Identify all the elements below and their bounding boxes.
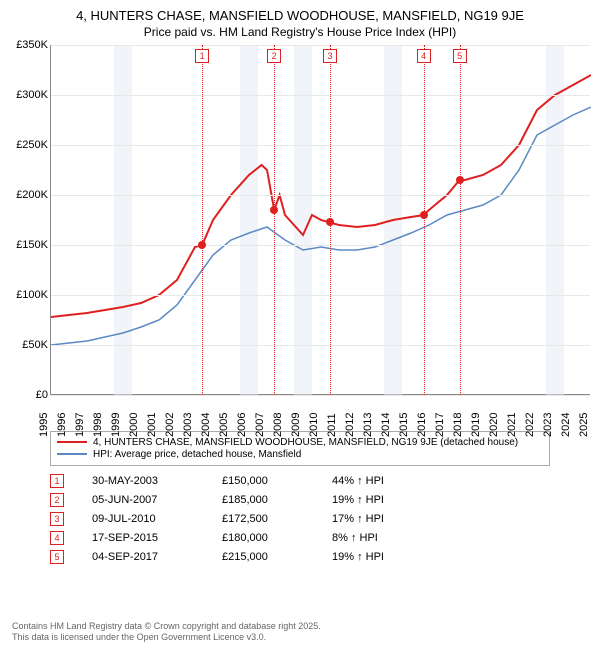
x-tick-label: 1996 [56, 412, 68, 436]
legend-item: 4, HUNTERS CHASE, MANSFIELD WOODHOUSE, M… [57, 437, 543, 448]
series-hpi [51, 107, 591, 345]
sale-row: 5 04-SEP-2017£215,00019% ↑ HPI [50, 550, 590, 564]
x-tick-label: 2015 [398, 412, 410, 436]
x-tick-label: 2005 [218, 412, 230, 436]
y-tick-label: £250K [16, 139, 48, 151]
sale-point-1 [198, 241, 206, 249]
marker-box-1: 1 [195, 49, 209, 63]
x-tick-label: 2006 [236, 412, 248, 436]
sale-date: 05-JUN-2007 [92, 494, 222, 506]
x-tick-label: 1995 [38, 412, 50, 436]
sale-row: 1 30-MAY-2003£150,00044% ↑ HPI [50, 474, 590, 488]
x-tick-label: 2013 [362, 412, 374, 436]
y-tick-label: £300K [16, 89, 48, 101]
sale-row: 4 17-SEP-2015£180,0008% ↑ HPI [50, 531, 590, 545]
x-tick-label: 2001 [146, 412, 158, 436]
sale-price: £185,000 [222, 494, 332, 506]
sale-row: 2 05-JUN-2007£185,00019% ↑ HPI [50, 493, 590, 507]
x-tick-label: 2004 [200, 412, 212, 436]
sale-diff: 17% ↑ HPI [332, 513, 422, 525]
footer-line1: Contains HM Land Registry data © Crown c… [12, 621, 321, 633]
sales-table: 1 30-MAY-2003£150,00044% ↑ HPI 2 05-JUN-200… [50, 474, 590, 564]
sale-date: 09-JUL-2010 [92, 513, 222, 525]
y-tick-label: £100K [16, 289, 48, 301]
y-tick-label: £350K [16, 39, 48, 51]
x-tick-label: 2002 [164, 412, 176, 436]
x-tick-label: 2023 [542, 412, 554, 436]
marker-box-3: 3 [323, 49, 337, 63]
x-tick-label: 2022 [524, 412, 536, 436]
sale-number: 3 [50, 512, 64, 526]
sale-point-3 [326, 218, 334, 226]
chart-area: £0£50K£100K£150K£200K£250K£300K£350K 123… [10, 45, 590, 425]
y-tick-label: £200K [16, 189, 48, 201]
chart-container: 4, HUNTERS CHASE, MANSFIELD WOODHOUSE, M… [0, 0, 600, 650]
x-tick-label: 2000 [128, 412, 140, 436]
sale-point-5 [456, 176, 464, 184]
sale-price: £150,000 [222, 475, 332, 487]
x-tick-label: 2011 [326, 413, 338, 437]
footer-line2: This data is licensed under the Open Gov… [12, 632, 321, 644]
sale-date: 17-SEP-2015 [92, 532, 222, 544]
x-tick-label: 2009 [290, 412, 302, 436]
legend-item: HPI: Average price, detached house, Mans… [57, 449, 543, 460]
sale-row: 3 09-JUL-2010£172,50017% ↑ HPI [50, 512, 590, 526]
sale-price: £180,000 [222, 532, 332, 544]
footer: Contains HM Land Registry data © Crown c… [12, 621, 321, 644]
x-tick-label: 2003 [182, 412, 194, 436]
title-line2: Price paid vs. HM Land Registry's House … [10, 25, 590, 39]
y-axis-labels: £0£50K£100K£150K£200K£250K£300K£350K [10, 45, 50, 395]
sale-point-2 [270, 206, 278, 214]
marker-box-2: 2 [267, 49, 281, 63]
x-tick-label: 2019 [470, 412, 482, 436]
x-tick-label: 2021 [506, 412, 518, 436]
sale-number: 5 [50, 550, 64, 564]
x-tick-label: 2025 [578, 412, 590, 436]
plot-area: 1 2 3 4 5 [50, 45, 590, 395]
marker-box-4: 4 [417, 49, 431, 63]
x-tick-label: 2017 [434, 412, 446, 436]
sale-diff: 19% ↑ HPI [332, 494, 422, 506]
sale-price: £172,500 [222, 513, 332, 525]
sale-point-4 [420, 211, 428, 219]
legend-label: 4, HUNTERS CHASE, MANSFIELD WOODHOUSE, M… [93, 437, 518, 448]
y-tick-label: £0 [36, 389, 48, 401]
x-tick-label: 1999 [110, 412, 122, 436]
sale-number: 4 [50, 531, 64, 545]
x-tick-label: 2018 [452, 412, 464, 436]
sale-date: 30-MAY-2003 [92, 475, 222, 487]
sale-diff: 44% ↑ HPI [332, 475, 422, 487]
title-line1: 4, HUNTERS CHASE, MANSFIELD WOODHOUSE, M… [10, 8, 590, 25]
x-tick-label: 2020 [488, 412, 500, 436]
x-tick-label: 2008 [272, 412, 284, 436]
x-tick-label: 2010 [308, 412, 320, 436]
line-svg [51, 45, 591, 395]
sale-diff: 8% ↑ HPI [332, 532, 422, 544]
series-property [51, 75, 591, 317]
x-tick-label: 2014 [380, 412, 392, 436]
sale-price: £215,000 [222, 551, 332, 563]
legend-label: HPI: Average price, detached house, Mans… [93, 449, 301, 460]
marker-box-5: 5 [453, 49, 467, 63]
y-tick-label: £50K [22, 339, 48, 351]
legend-swatch [57, 441, 87, 443]
x-tick-label: 2016 [416, 412, 428, 436]
x-tick-label: 1997 [74, 412, 86, 436]
sale-number: 1 [50, 474, 64, 488]
x-tick-label: 1998 [92, 412, 104, 436]
y-tick-label: £150K [16, 239, 48, 251]
sale-number: 2 [50, 493, 64, 507]
x-tick-label: 2007 [254, 412, 266, 436]
sale-diff: 19% ↑ HPI [332, 551, 422, 563]
x-tick-label: 2024 [560, 412, 572, 436]
sale-date: 04-SEP-2017 [92, 551, 222, 563]
legend-swatch [57, 453, 87, 455]
x-tick-label: 2012 [344, 412, 356, 436]
x-axis-labels: 1995199619971998199920002001200220032004… [50, 395, 590, 425]
